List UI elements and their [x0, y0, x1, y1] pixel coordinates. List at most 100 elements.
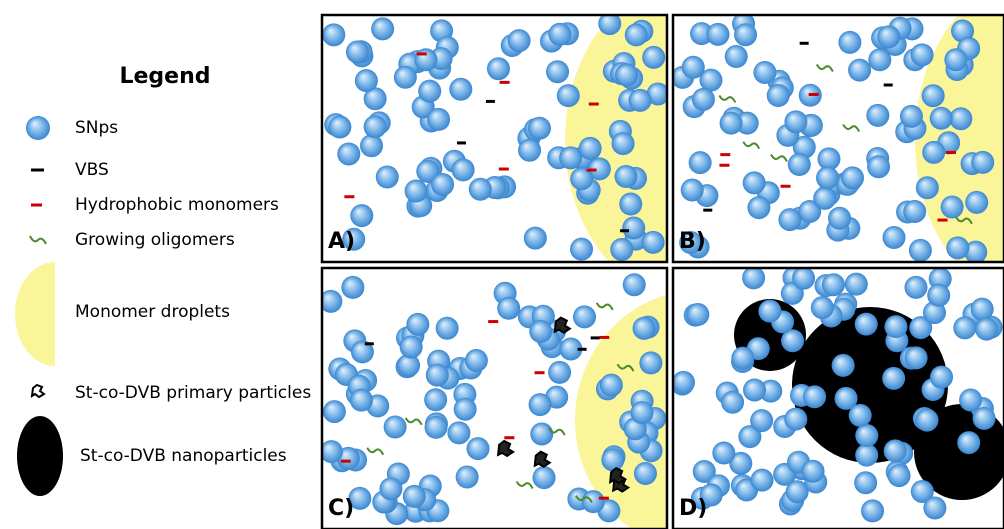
- snp: [817, 147, 841, 171]
- primary-particle: [553, 316, 572, 334]
- snp: [785, 480, 809, 504]
- snp: [784, 110, 808, 134]
- snp: [559, 337, 583, 361]
- snp: [927, 283, 951, 307]
- snp: [632, 316, 656, 340]
- snp: [447, 421, 471, 445]
- snp: [464, 349, 488, 373]
- panel: [673, 268, 1004, 523]
- snp: [970, 297, 994, 321]
- snp: [724, 44, 748, 68]
- snp: [435, 316, 459, 340]
- snp: [750, 468, 774, 492]
- snp: [821, 273, 845, 297]
- snp: [921, 84, 945, 108]
- primary-particle: [496, 439, 515, 458]
- snp: [909, 316, 933, 340]
- snp: [910, 43, 934, 67]
- snp: [532, 466, 556, 490]
- snp: [414, 48, 438, 72]
- snp: [406, 312, 430, 336]
- snp: [877, 25, 901, 49]
- snp: [965, 190, 989, 214]
- snp: [922, 140, 946, 164]
- snp: [322, 23, 346, 47]
- oligomer: [547, 427, 566, 436]
- panel-label: D): [679, 496, 707, 521]
- snp: [803, 385, 827, 409]
- legend-item: St-co-DVB nanoparticles: [80, 446, 287, 466]
- snp: [622, 216, 646, 240]
- snp: [686, 303, 710, 327]
- snp: [915, 408, 939, 432]
- oligomer: [366, 447, 385, 456]
- snp: [738, 425, 762, 449]
- snp: [546, 60, 570, 84]
- snp: [949, 107, 973, 131]
- snp: [427, 107, 451, 131]
- snp: [884, 315, 908, 339]
- snp: [972, 406, 996, 430]
- panel-border: [671, 266, 1004, 529]
- snp: [610, 238, 634, 262]
- snp: [882, 366, 906, 390]
- snp: [497, 296, 521, 320]
- snp: [363, 87, 387, 111]
- oligomer: [842, 124, 861, 132]
- snp: [787, 153, 811, 177]
- snp: [349, 388, 373, 412]
- oligomer: [595, 302, 614, 311]
- snp: [883, 439, 907, 463]
- snp: [449, 77, 473, 101]
- snp: [642, 45, 666, 69]
- snp: [360, 134, 384, 158]
- snp: [781, 329, 805, 353]
- snp: [529, 320, 553, 344]
- snp: [729, 451, 753, 475]
- snp: [466, 437, 490, 461]
- panel-border: [320, 13, 669, 264]
- legend-item: St-co-DVB primary particles: [75, 383, 311, 403]
- snp: [957, 431, 981, 455]
- snp: [402, 484, 426, 508]
- snp: [750, 409, 774, 433]
- snp: [337, 142, 361, 166]
- legend-item: Hydrophobic monomers: [75, 195, 279, 215]
- snp: [530, 422, 554, 446]
- snp: [630, 401, 654, 425]
- droplet-icon: [15, 262, 55, 366]
- snp: [810, 296, 834, 320]
- snp: [622, 273, 646, 297]
- snp: [425, 363, 449, 387]
- snp: [854, 471, 878, 495]
- snp: [940, 195, 964, 219]
- snp: [855, 424, 879, 448]
- snp: [451, 158, 475, 182]
- panel-label: A): [328, 229, 355, 254]
- snp: [570, 237, 594, 261]
- snp: [375, 165, 399, 189]
- snp: [813, 186, 837, 210]
- snp: [922, 301, 946, 325]
- snp: [742, 171, 766, 195]
- snp: [868, 48, 892, 72]
- panel-border: [320, 266, 669, 529]
- snp: [861, 499, 885, 523]
- snp: [507, 29, 531, 53]
- snp: [784, 407, 808, 431]
- nanoparticle: [792, 307, 948, 463]
- snp: [959, 388, 983, 412]
- snp: [468, 177, 492, 201]
- snp: [828, 206, 852, 230]
- snp: [548, 360, 572, 384]
- snp: [855, 443, 879, 467]
- snp: [690, 22, 714, 46]
- snp: [598, 15, 622, 36]
- snp: [866, 103, 890, 127]
- snp: [844, 272, 868, 296]
- snp: [929, 106, 953, 130]
- snp: [646, 82, 667, 106]
- snp: [734, 23, 758, 47]
- snp: [971, 150, 995, 174]
- snp: [416, 159, 440, 183]
